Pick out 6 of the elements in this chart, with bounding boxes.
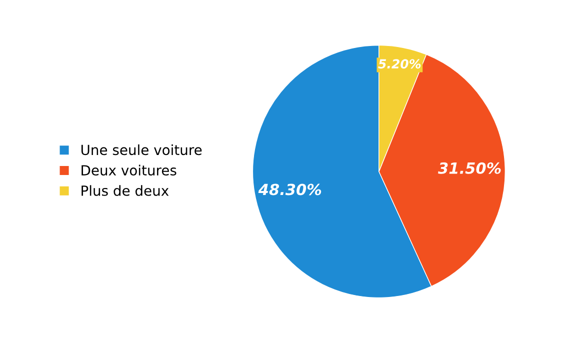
data-label: 5.20% (378, 59, 421, 69)
data-label: 48.30% (258, 184, 322, 196)
legend-label: Plus de deux (82, 185, 169, 196)
legend-label: Deux voitures (82, 164, 176, 176)
data-label: 31.50% (438, 162, 501, 174)
legend-label: Une seule voiture (81, 144, 202, 156)
